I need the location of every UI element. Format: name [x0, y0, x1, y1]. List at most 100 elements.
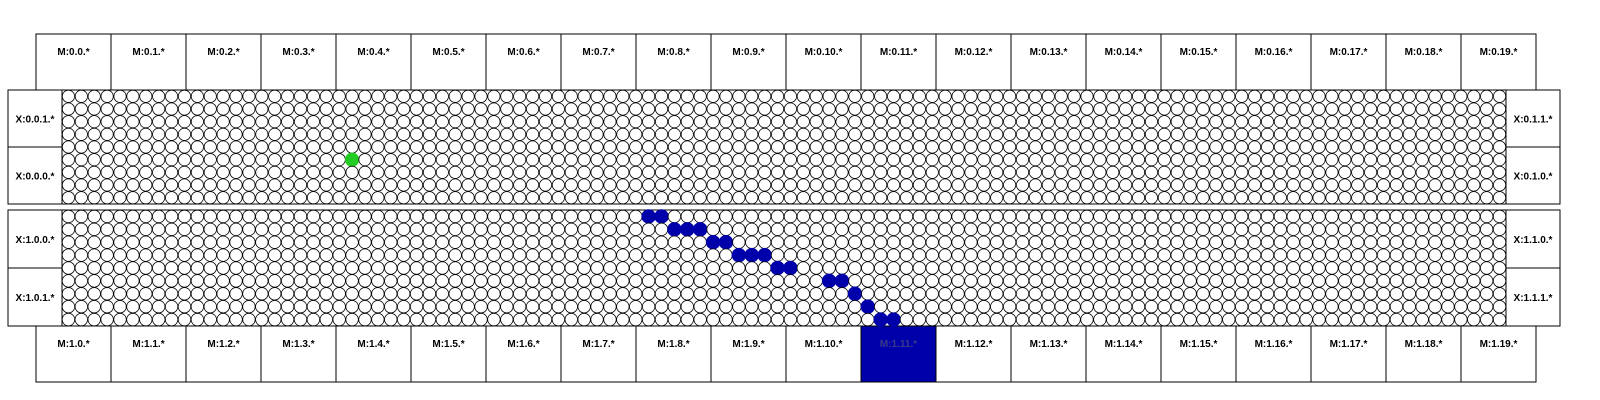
switch-node: [1054, 89, 1068, 103]
switch-node: [1093, 222, 1107, 236]
switch-node: [1402, 140, 1416, 154]
switch-node: [190, 235, 205, 249]
switch-node: [1467, 235, 1481, 249]
switch-node: [1286, 102, 1300, 116]
switch-node: [306, 178, 320, 192]
switch-node: [100, 274, 114, 288]
switch-node: [732, 300, 746, 314]
switch-node: [758, 127, 772, 141]
switch-node: [706, 191, 720, 205]
switch-node: [164, 261, 179, 275]
switch-node: [1028, 165, 1042, 179]
switch-node: [745, 140, 759, 154]
switch-node: [1299, 235, 1313, 249]
switch-node: [551, 209, 566, 224]
switch-node: [1389, 165, 1403, 179]
switch-node: [358, 153, 372, 167]
switch-node: [848, 235, 862, 249]
switch-node: [1041, 89, 1055, 103]
switch-node: [1402, 178, 1416, 192]
switch-node: [1247, 312, 1262, 327]
switch-node: [474, 89, 488, 103]
switch-node: [126, 153, 140, 167]
switch-node: [139, 191, 153, 205]
switch-node: [1002, 235, 1017, 249]
switch-node: [332, 127, 346, 141]
switch-node: [1286, 127, 1300, 141]
switch-node: [1454, 165, 1468, 179]
switch-node: [1402, 165, 1416, 179]
switch-node: [1441, 248, 1455, 262]
switch-node: [474, 127, 488, 141]
switch-node: [538, 165, 553, 179]
switch-node: [835, 102, 849, 116]
switch-node: [1454, 312, 1468, 327]
switch-node: [1299, 89, 1313, 103]
switch-node: [74, 178, 88, 192]
switch-node: [538, 235, 553, 249]
crossbar-block-0: X:0.0.1.*X:0.0.0.*X:0.1.1.*X:0.1.0.*: [7, 89, 1561, 205]
switch-node: [1312, 140, 1326, 154]
switch-node: [990, 248, 1004, 262]
switch-node: [177, 222, 192, 236]
switch-node: [1235, 191, 1249, 205]
switch-node: [745, 165, 759, 179]
switch-node: [306, 153, 320, 167]
port-m0-15: M:0.15.*: [1160, 33, 1237, 91]
switch-node: [165, 165, 179, 179]
switch-node: [281, 127, 295, 141]
switch-node: [912, 102, 926, 116]
switch-node: [1196, 165, 1210, 179]
switch-node: [87, 261, 101, 275]
switch-node: [1119, 274, 1133, 288]
switch-node: [1402, 287, 1416, 301]
switch-node: [693, 248, 707, 262]
switch-node: [1093, 312, 1107, 327]
switch-node: [912, 300, 927, 314]
switch-node: [1299, 248, 1313, 262]
switch-node: [332, 274, 346, 288]
switch-node: [526, 115, 540, 129]
switch-node: [190, 248, 205, 262]
switch-node: [1351, 89, 1365, 103]
switch-node: [822, 127, 836, 141]
switch-node: [448, 115, 462, 129]
switch-node: [513, 153, 527, 167]
switch-node: [899, 222, 914, 236]
switch-node: [564, 248, 578, 262]
switch-node: [693, 89, 707, 103]
switch-node: [513, 209, 527, 224]
switch-node: [1467, 274, 1481, 288]
switch-node: [577, 300, 591, 314]
switch-node: [1286, 312, 1300, 327]
switch-node: [1402, 274, 1416, 288]
switch-node: [641, 312, 656, 327]
switch-node: [1454, 287, 1468, 301]
switch-node: [139, 300, 153, 314]
switch-node: [1248, 191, 1262, 205]
switch-node: [1015, 127, 1030, 141]
switch-node: [487, 312, 501, 327]
switch-node: [538, 287, 553, 301]
switch-node: [1260, 178, 1275, 192]
switch-node: [319, 102, 333, 116]
switch-node: [1015, 178, 1030, 192]
switch-node: [1389, 102, 1403, 116]
switch-node: [1222, 102, 1236, 116]
switch-node: [281, 153, 295, 167]
switch-node: [139, 178, 153, 192]
switch-node: [410, 178, 424, 192]
switch-node: [281, 102, 295, 116]
switch-node: [216, 165, 230, 179]
switch-node: [74, 153, 88, 167]
switch-node: [474, 287, 488, 301]
switch-node: [1325, 191, 1339, 205]
switch-node: [1454, 248, 1468, 262]
switch-node: [1106, 153, 1120, 167]
switch-node: [229, 300, 243, 314]
switch-node: [1067, 165, 1081, 179]
switch-node: [551, 191, 565, 205]
switch-node: [1235, 153, 1249, 167]
switch-node: [1157, 89, 1171, 103]
switch-node: [848, 209, 862, 224]
